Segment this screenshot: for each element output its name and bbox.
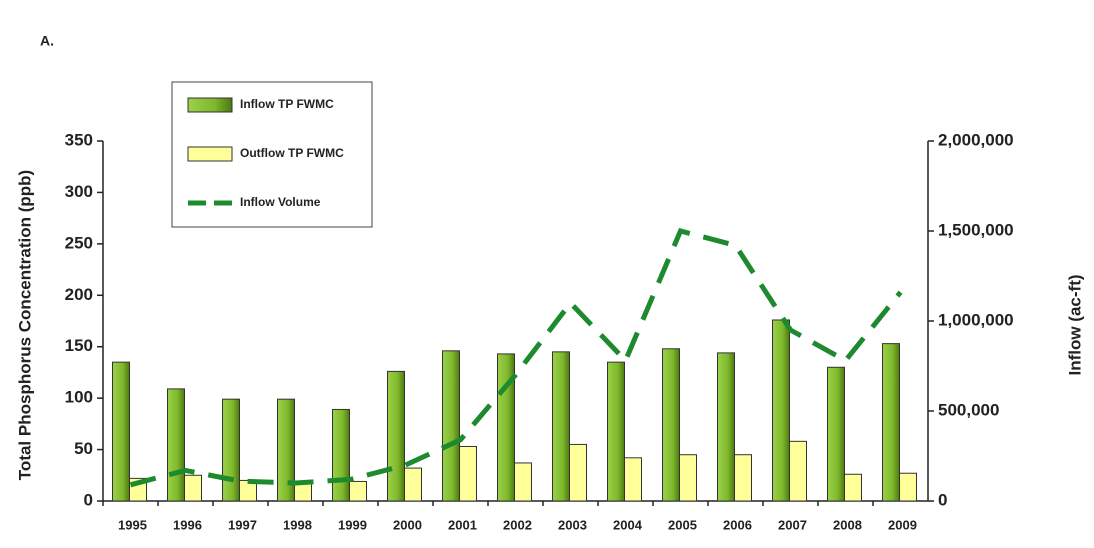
bar (607, 361, 625, 502)
x-tick-label: 1997 (228, 517, 257, 532)
legend-label: Outflow TP FWMC (240, 146, 344, 160)
x-tick-label: 2006 (723, 517, 752, 532)
bar (167, 388, 185, 502)
x-tick-label: 2004 (613, 517, 643, 532)
x-tick-label: 2002 (503, 517, 532, 532)
bar (277, 398, 295, 502)
y-tick-label: 350 (65, 130, 93, 149)
bar (662, 348, 680, 502)
bar (404, 467, 422, 502)
x-tick-label: 1998 (283, 517, 312, 532)
x-tick-label: 1999 (338, 517, 367, 532)
bar (679, 454, 697, 502)
x-tick-label: 2003 (558, 517, 587, 532)
x-tick-label: 2008 (833, 517, 862, 532)
bar (387, 370, 405, 502)
bar (624, 457, 642, 502)
x-tick-label: 2001 (448, 517, 477, 532)
bar (112, 361, 130, 502)
bar (899, 472, 917, 502)
legend-label: Inflow Volume (240, 195, 321, 209)
y2-tick-label: 0 (938, 490, 947, 509)
y-tick-label: 200 (65, 285, 93, 304)
legend-label: Inflow TP FWMC (240, 97, 334, 111)
x-tick-label: 2009 (888, 517, 917, 532)
bar (734, 454, 752, 502)
y-tick-label: 250 (65, 233, 93, 252)
y2-tick-label: 1,000,000 (938, 310, 1014, 329)
x-tick-label: 1996 (173, 517, 202, 532)
y-tick-label: 300 (65, 182, 93, 201)
bar (349, 480, 367, 502)
y-tick-label: 100 (65, 388, 93, 407)
bar (514, 462, 532, 502)
line-series (129, 228, 903, 488)
bar (332, 408, 350, 502)
x-tick-label: 2005 (668, 517, 697, 532)
bar (459, 445, 477, 502)
bar (552, 351, 570, 502)
x-tick-label: 1995 (118, 517, 147, 532)
panel-label: A. (40, 33, 54, 49)
x-tick-label: 2000 (393, 517, 422, 532)
y-tick-label: 50 (74, 439, 93, 458)
legend-swatch (187, 146, 233, 162)
x-tick-label: 2007 (778, 517, 807, 532)
bar (789, 440, 807, 502)
y-tick-label: 150 (65, 336, 93, 355)
bar (222, 398, 240, 502)
bar (844, 473, 862, 502)
bar (184, 474, 202, 502)
y2-tick-label: 500,000 (938, 400, 999, 419)
bar (827, 366, 845, 502)
y2-axis-label: Inflow (ac-ft) (1065, 274, 1084, 375)
y-axis-label: Total Phosphorus Concentration (ppb) (15, 170, 34, 480)
legend-swatch (187, 97, 233, 113)
y2-tick-label: 2,000,000 (938, 130, 1014, 149)
y2-tick-label: 1,500,000 (938, 220, 1014, 239)
bar (772, 319, 790, 502)
y-tick-label: 0 (84, 490, 93, 509)
bar (717, 352, 735, 502)
bar (882, 343, 900, 502)
bar (442, 350, 460, 502)
bar (569, 443, 587, 502)
